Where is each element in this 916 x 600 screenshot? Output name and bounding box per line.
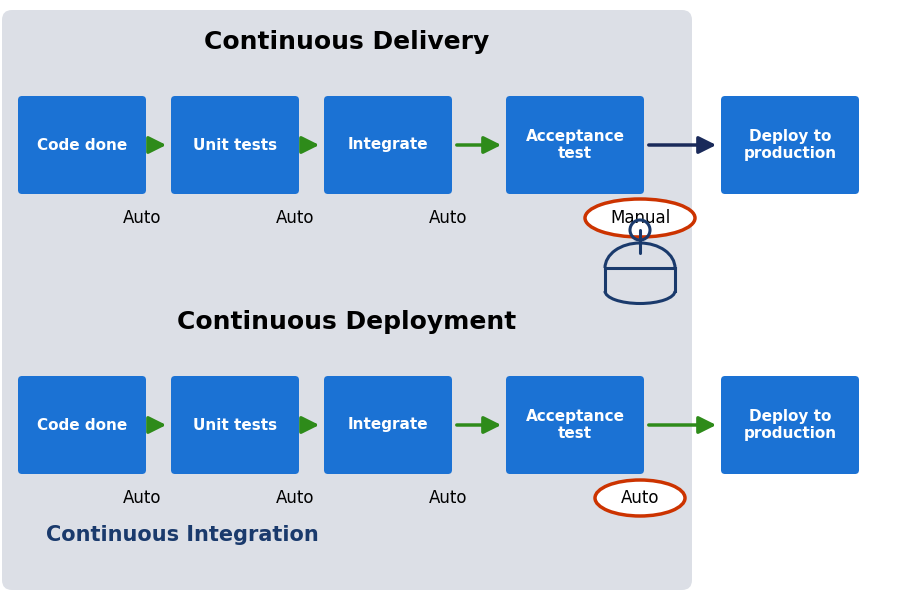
Text: Auto: Auto <box>276 489 314 507</box>
FancyBboxPatch shape <box>171 376 299 474</box>
Ellipse shape <box>585 199 695 237</box>
Text: Acceptance
test: Acceptance test <box>526 129 625 161</box>
FancyBboxPatch shape <box>721 96 859 194</box>
Text: Manual: Manual <box>610 209 671 227</box>
Text: Unit tests: Unit tests <box>193 137 277 152</box>
FancyBboxPatch shape <box>721 376 859 474</box>
FancyBboxPatch shape <box>324 376 452 474</box>
Ellipse shape <box>595 480 685 516</box>
Text: Auto: Auto <box>429 489 467 507</box>
Text: Auto: Auto <box>621 489 660 507</box>
Text: Continuous Deployment: Continuous Deployment <box>178 310 517 334</box>
Text: Auto: Auto <box>123 209 161 227</box>
FancyBboxPatch shape <box>171 96 299 194</box>
FancyBboxPatch shape <box>18 376 146 474</box>
FancyBboxPatch shape <box>506 376 644 474</box>
Text: Integrate: Integrate <box>348 137 429 152</box>
Text: Auto: Auto <box>276 209 314 227</box>
Text: Unit tests: Unit tests <box>193 418 277 433</box>
Text: Continuous Integration: Continuous Integration <box>46 525 319 545</box>
Text: Acceptance
test: Acceptance test <box>526 409 625 441</box>
FancyBboxPatch shape <box>18 96 146 194</box>
Text: Integrate: Integrate <box>348 418 429 433</box>
Text: Deploy to
production: Deploy to production <box>744 409 836 441</box>
FancyBboxPatch shape <box>506 96 644 194</box>
Text: Auto: Auto <box>123 489 161 507</box>
Text: Code done: Code done <box>37 418 127 433</box>
Text: Auto: Auto <box>429 209 467 227</box>
FancyBboxPatch shape <box>324 96 452 194</box>
FancyBboxPatch shape <box>2 10 692 590</box>
Text: Deploy to
production: Deploy to production <box>744 129 836 161</box>
Text: Continuous Delivery: Continuous Delivery <box>204 30 490 54</box>
Text: Code done: Code done <box>37 137 127 152</box>
